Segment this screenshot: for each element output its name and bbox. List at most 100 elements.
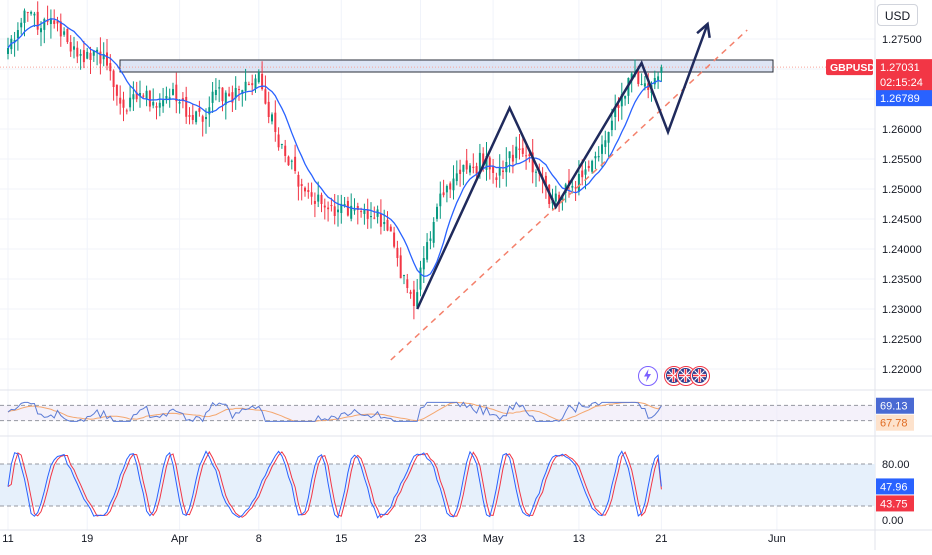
candle-body bbox=[340, 203, 343, 214]
symbol-tag bbox=[826, 59, 873, 76]
candle-body bbox=[300, 184, 303, 186]
currency-button[interactable]: USD bbox=[877, 4, 918, 26]
candle-body bbox=[251, 83, 254, 86]
candle-body bbox=[601, 144, 603, 154]
candle-body bbox=[284, 145, 287, 156]
time-tick-label: 23 bbox=[414, 533, 426, 545]
moving-average-line bbox=[7, 18, 662, 278]
rsi-ma-tag bbox=[876, 414, 914, 431]
candle-body bbox=[304, 187, 306, 192]
candle-body bbox=[208, 107, 211, 115]
candle-body bbox=[445, 186, 448, 193]
candle-body bbox=[122, 99, 125, 108]
candle-body bbox=[16, 30, 19, 39]
candle-body bbox=[86, 51, 89, 59]
candle-body bbox=[198, 108, 201, 112]
price-tick-label: 1.24000 bbox=[882, 244, 922, 256]
flash-icon[interactable] bbox=[638, 366, 658, 386]
candle-body bbox=[99, 51, 102, 64]
uk-flag-icon[interactable] bbox=[690, 366, 710, 386]
candle-body bbox=[630, 73, 633, 81]
candle-body bbox=[261, 73, 264, 90]
candle-body bbox=[432, 222, 435, 243]
price-tick-label: 1.25500 bbox=[882, 154, 922, 166]
candle-body bbox=[102, 54, 105, 60]
candle-body bbox=[449, 183, 452, 190]
candle-body bbox=[135, 92, 138, 100]
time-tick-label: 8 bbox=[256, 533, 262, 545]
support-trendline[interactable] bbox=[390, 29, 748, 361]
candle-body bbox=[33, 13, 36, 16]
candle-body bbox=[360, 211, 363, 213]
candle-body bbox=[271, 114, 273, 122]
candle-body bbox=[412, 289, 415, 306]
candle-body bbox=[637, 71, 640, 85]
candle-body bbox=[620, 94, 623, 107]
candle-body bbox=[162, 100, 165, 107]
projection-path[interactable] bbox=[416, 23, 709, 310]
candle-body bbox=[617, 105, 620, 108]
candle-body bbox=[346, 200, 349, 216]
candle-body bbox=[294, 156, 297, 171]
candle-body bbox=[112, 70, 115, 87]
candle-body bbox=[426, 242, 429, 260]
candle-body bbox=[495, 177, 498, 180]
price-tick-label: 1.27500 bbox=[882, 34, 922, 46]
rsi-ma-line bbox=[7, 401, 662, 422]
candle-body bbox=[132, 94, 135, 100]
candle-body bbox=[76, 47, 79, 57]
candle-body bbox=[528, 154, 531, 156]
candle-body bbox=[574, 187, 577, 189]
stochastic-k-line bbox=[7, 450, 662, 519]
candle-body bbox=[178, 102, 181, 104]
candle-body bbox=[525, 155, 528, 157]
candle-body bbox=[221, 87, 224, 102]
candle-body bbox=[119, 97, 122, 104]
candle-body bbox=[317, 194, 320, 202]
candle-body bbox=[379, 213, 382, 227]
candle-body bbox=[254, 78, 257, 89]
candle-body bbox=[201, 116, 204, 122]
candle-body bbox=[330, 205, 333, 207]
candle-body bbox=[175, 84, 178, 102]
candle-body bbox=[393, 232, 396, 247]
candle-body bbox=[396, 247, 399, 258]
candle-body bbox=[429, 238, 432, 241]
candle-body bbox=[66, 28, 69, 42]
rsi-value-label: 69.13 bbox=[880, 401, 908, 413]
candle-body bbox=[7, 48, 9, 54]
candle-body bbox=[535, 171, 537, 173]
candle-body bbox=[554, 193, 557, 202]
time-tick-label: May bbox=[483, 533, 504, 545]
candle-body bbox=[185, 96, 188, 117]
candle-body bbox=[403, 275, 405, 277]
resistance-zone[interactable] bbox=[119, 59, 774, 73]
candle-body bbox=[488, 157, 491, 170]
candle-body bbox=[59, 21, 62, 37]
candle-body bbox=[195, 111, 198, 123]
candle-body bbox=[498, 167, 501, 176]
candle-body bbox=[36, 11, 39, 30]
candle-body bbox=[511, 154, 514, 162]
candle-body bbox=[475, 166, 478, 174]
candle-body bbox=[267, 101, 270, 117]
candle-body bbox=[234, 87, 237, 99]
candle-body bbox=[459, 169, 462, 174]
candle-body bbox=[168, 97, 171, 100]
price-tick-label: 1.26000 bbox=[882, 124, 922, 136]
candle-body bbox=[142, 95, 145, 97]
candle-body bbox=[43, 19, 46, 30]
candle-body bbox=[247, 83, 250, 85]
candle-body bbox=[92, 50, 95, 56]
time-tick-label: 21 bbox=[655, 533, 667, 545]
candle-body bbox=[89, 52, 92, 60]
candle-body bbox=[469, 165, 471, 173]
price-tick-label: 1.25000 bbox=[882, 184, 922, 196]
candle-body bbox=[455, 173, 458, 182]
candle-body bbox=[264, 89, 267, 104]
ma-price-label: 1.26789 bbox=[880, 93, 920, 105]
candle-body bbox=[515, 146, 518, 159]
time-tick-label: 15 bbox=[335, 533, 347, 545]
candle-body bbox=[624, 95, 627, 99]
